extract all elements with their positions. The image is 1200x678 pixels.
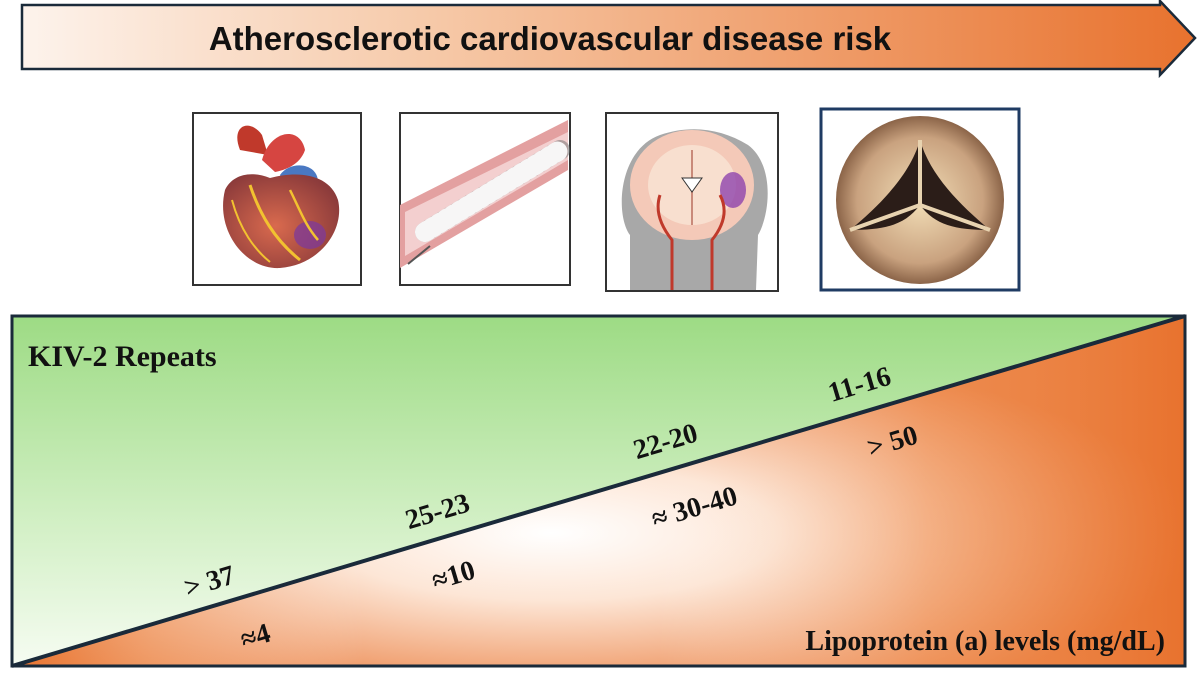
aortic-valve-stenosis-illustration <box>819 107 1021 292</box>
heart-illustration <box>192 112 362 286</box>
risk-arrow: Atherosclerotic cardiovascular disease r… <box>20 0 1197 79</box>
diagonal-divider <box>11 314 1186 668</box>
risk-arrow-label: Atherosclerotic cardiovascular disease r… <box>209 20 892 57</box>
brain-stroke-illustration <box>605 112 779 292</box>
kiv2-repeats-label: KIV-2 Repeats <box>28 340 217 373</box>
stent-artery-illustration <box>399 112 571 286</box>
kiv2-lpa-diagram: KIV-2 Repeats Lipoprotein (a) levels (mg… <box>10 314 1187 668</box>
lpa-levels-label: Lipoprotein (a) levels (mg/dL) <box>805 626 1165 657</box>
aorta-shape <box>237 125 268 155</box>
